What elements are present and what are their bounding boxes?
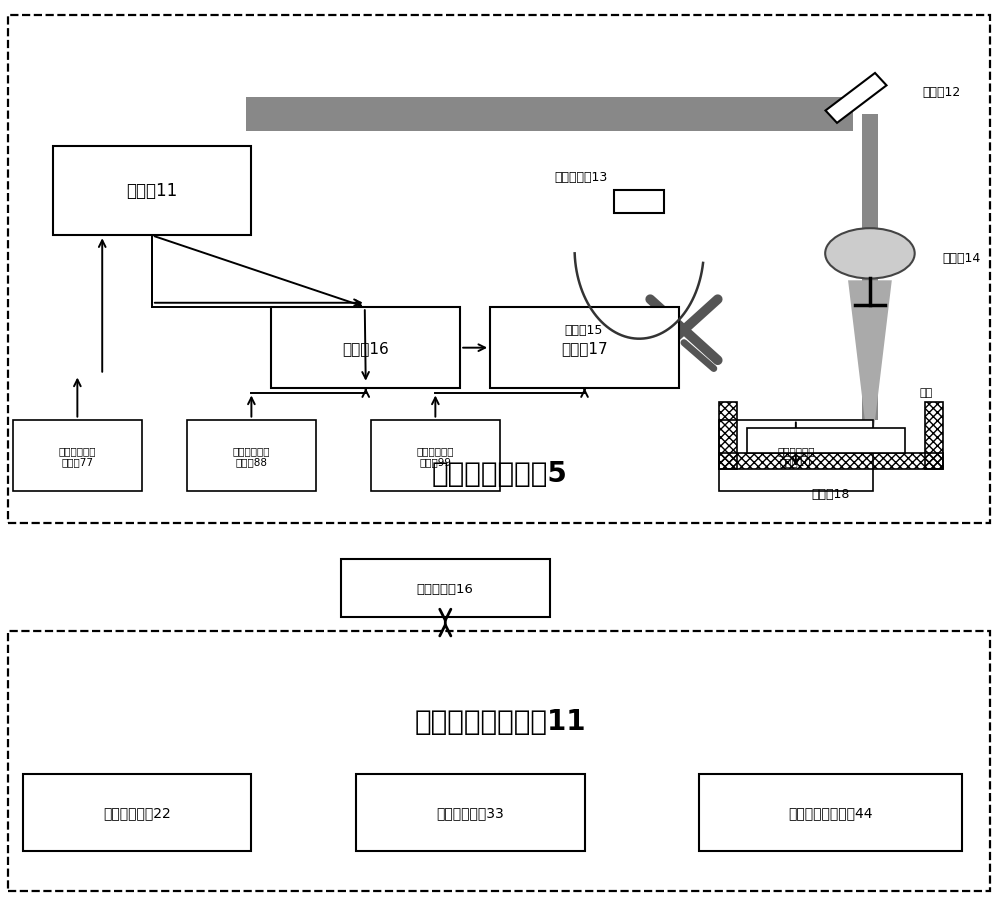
Bar xyxy=(719,453,943,470)
Text: 激光器自动化
控制模77: 激光器自动化 控制模77 xyxy=(59,445,96,467)
Text: 收集镜15: 收集镜15 xyxy=(565,324,603,337)
Bar xyxy=(371,420,500,492)
Bar xyxy=(8,16,990,524)
Text: 样品台18: 样品台18 xyxy=(811,488,850,500)
Text: 光纤探测器13: 光纤探测器13 xyxy=(555,172,608,184)
Text: 光谱仑17: 光谱仑17 xyxy=(561,340,608,356)
Text: 自动化分析处理模11: 自动化分析处理模11 xyxy=(414,707,586,735)
Bar xyxy=(719,420,873,492)
Text: 集成化控制电路5: 集成化控制电路5 xyxy=(432,460,568,488)
Bar xyxy=(23,775,251,851)
Bar xyxy=(8,631,990,891)
Text: 聚焦镜14: 聚焦镜14 xyxy=(943,252,981,265)
Text: 数据自动保存子模44: 数据自动保存子模44 xyxy=(788,805,873,820)
Bar xyxy=(719,402,737,470)
Polygon shape xyxy=(848,281,892,438)
Bar xyxy=(53,146,251,236)
Bar xyxy=(187,420,316,492)
Bar xyxy=(862,115,878,420)
Bar xyxy=(614,191,664,214)
Text: 数据处理子模33: 数据处理子模33 xyxy=(436,805,504,820)
Bar xyxy=(341,559,550,618)
Text: 激光器11: 激光器11 xyxy=(126,182,178,200)
Text: 参数设置子模22: 参数设置子模22 xyxy=(103,805,171,820)
Polygon shape xyxy=(826,74,887,124)
Text: 光谱仑自动化
控制模99: 光谱仑自动化 控制模99 xyxy=(417,445,454,467)
Text: 延时器自动化
控制模88: 延时器自动化 控制模88 xyxy=(233,445,270,467)
Text: 反射镜12: 反射镜12 xyxy=(923,86,961,99)
Bar xyxy=(747,428,905,453)
Text: 样品: 样品 xyxy=(919,387,933,397)
Text: 延时器16: 延时器16 xyxy=(342,340,389,356)
Bar xyxy=(490,308,679,388)
Bar xyxy=(13,420,142,492)
Text: 通讯接口模16: 通讯接口模16 xyxy=(417,582,474,595)
Bar xyxy=(925,402,943,470)
Text: 样品台自动化
控制模10: 样品台自动化 控制模10 xyxy=(777,445,815,467)
Bar xyxy=(699,775,962,851)
Ellipse shape xyxy=(825,229,915,279)
Bar xyxy=(246,98,853,132)
Bar xyxy=(271,308,460,388)
Bar xyxy=(356,775,585,851)
